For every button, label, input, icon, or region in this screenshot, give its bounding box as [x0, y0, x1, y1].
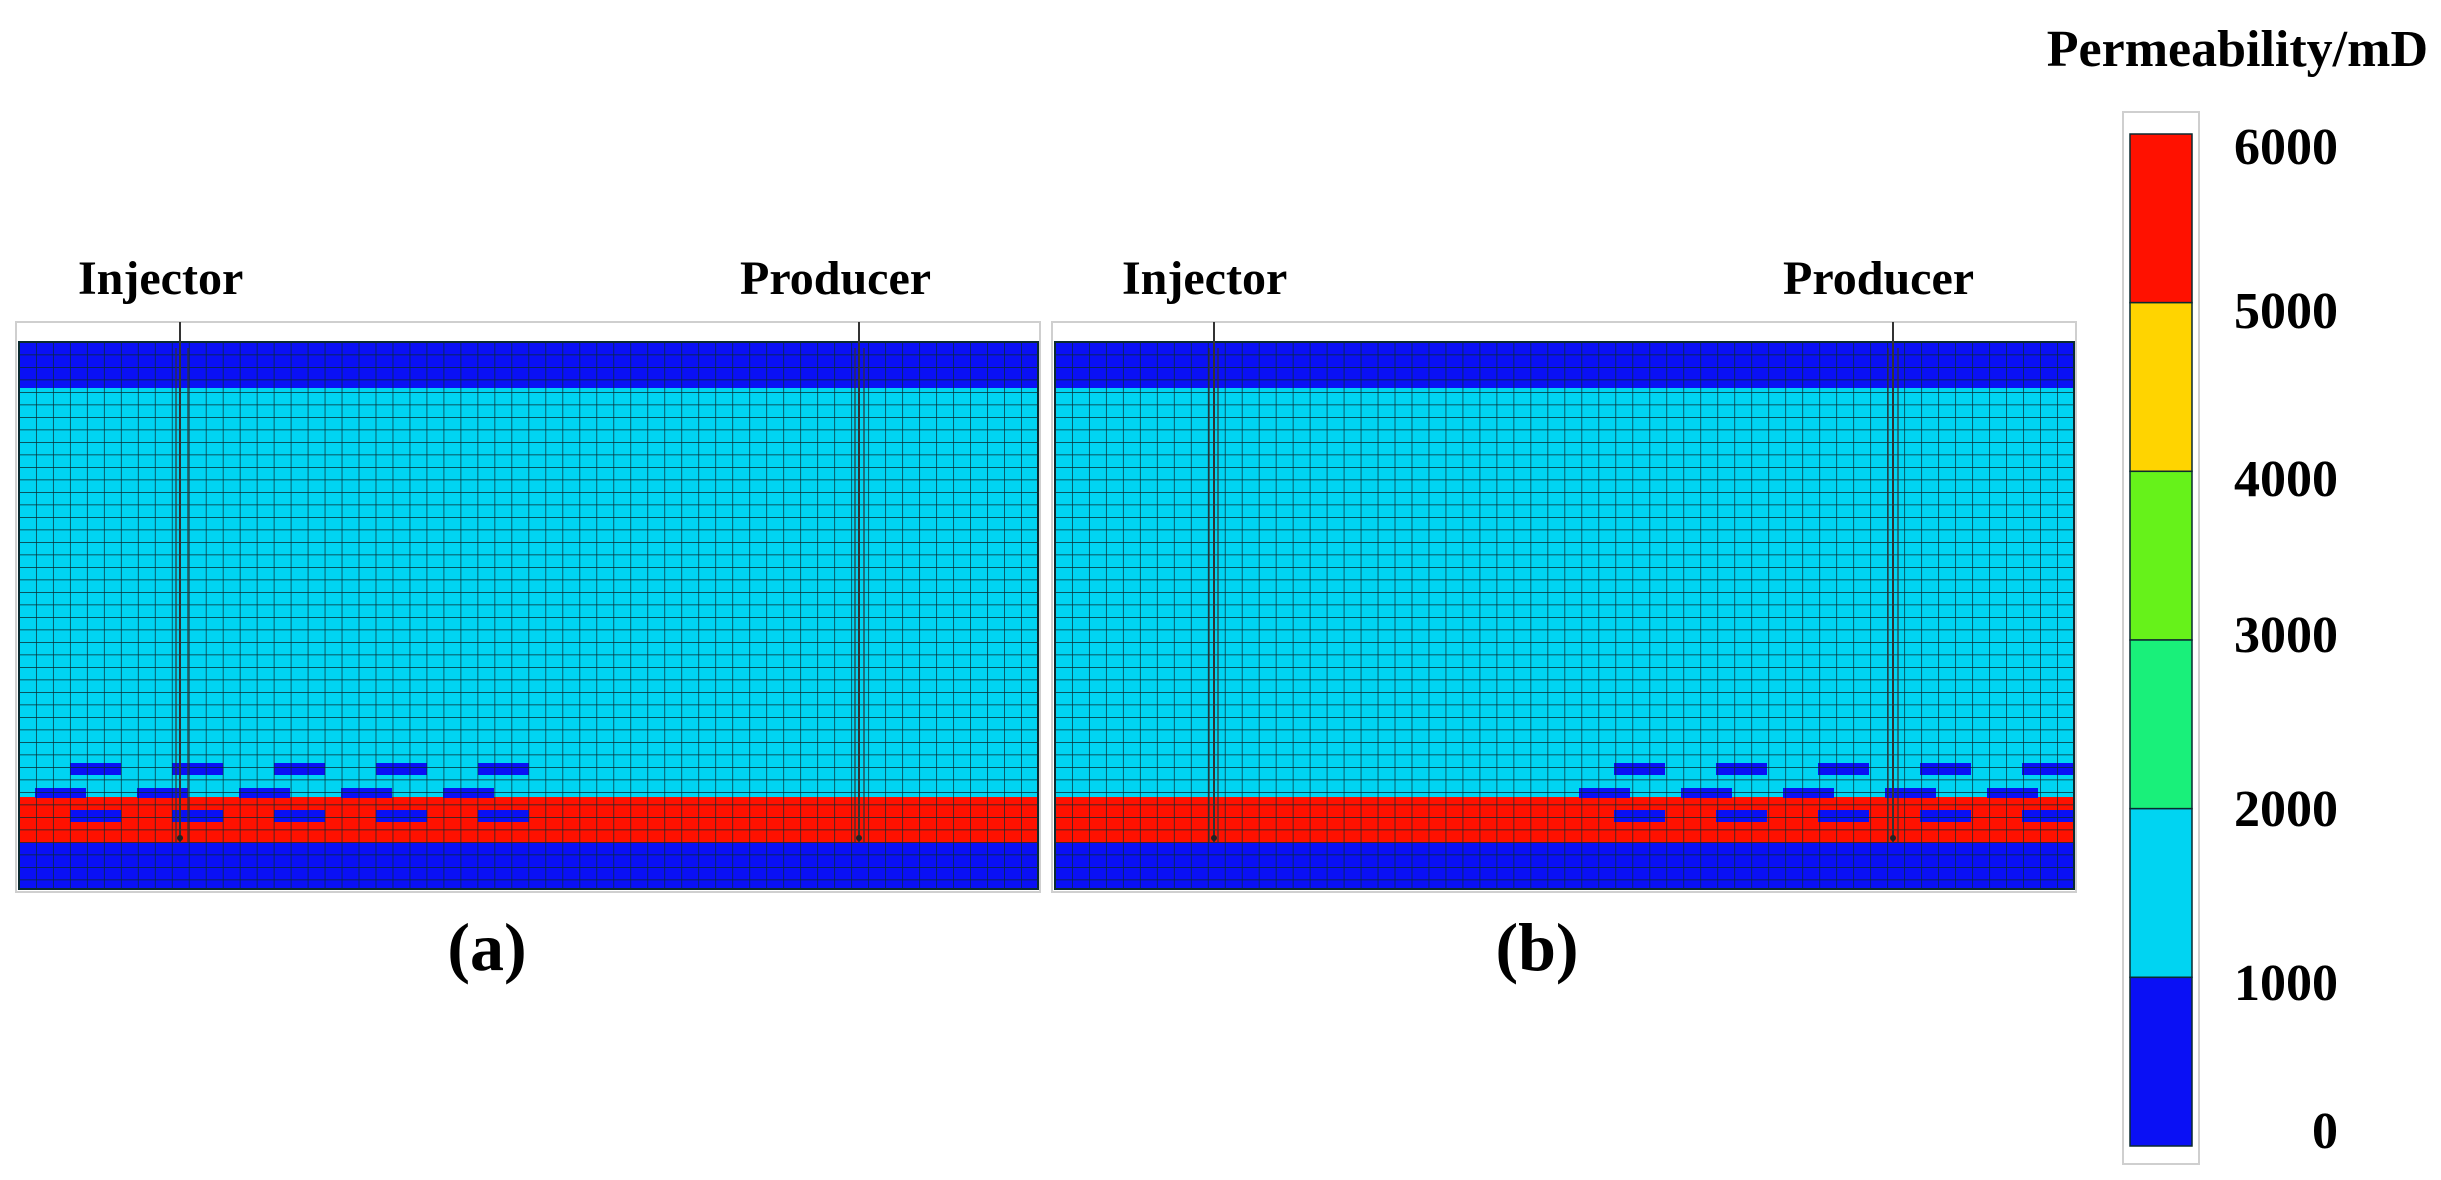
panel-a-frame [15, 321, 1041, 893]
panel-a-producer-well [854, 322, 865, 842]
panel-b-border [1054, 341, 2075, 890]
panel-a: Injector Producer (a) [15, 252, 1041, 985]
panel-b-injector-well [1208, 322, 1219, 842]
panel-a-caption: (a) [447, 909, 526, 985]
colorbar-swatch [2129, 639, 2193, 810]
panel-b-producer-well [1887, 322, 1899, 842]
panel-b: Injector Producer (b) [1051, 252, 2077, 985]
colorbar-tick-label: 4000 [2234, 451, 2338, 508]
colorbar-tick-label: 2000 [2234, 781, 2338, 838]
colorbar-frame [2122, 111, 2200, 1165]
colorbar-swatches [2129, 133, 2193, 1147]
panel-b-frame [1051, 321, 2077, 893]
panel-a-injector-well [175, 322, 189, 842]
colorbar-swatch [2129, 976, 2193, 1147]
colorbar-swatch [2129, 133, 2193, 304]
panel-b-gridlines [1055, 342, 2074, 889]
panel-b-producer-label: Producer [1783, 252, 1974, 305]
colorbar-tick-label: 6000 [2234, 119, 2338, 176]
panel-a-border [18, 341, 1039, 890]
colorbar-swatch [2129, 470, 2193, 641]
colorbar-title: Permeability/mD [2047, 21, 2428, 78]
colorbar-swatch [2129, 301, 2193, 473]
permeability-colorbar: Permeability/mD 6000 5000 4000 3000 2000 1000… [2047, 21, 2428, 1165]
colorbar-swatch [2129, 807, 2193, 979]
colorbar-tick-label: 1000 [2234, 955, 2338, 1012]
colorbar-ticks: 6000 5000 4000 3000 2000 1000 0 [2234, 119, 2338, 1160]
panel-a-injector-label: Injector [78, 252, 243, 305]
panel-a-producer-label: Producer [740, 252, 931, 305]
colorbar-tick-label: 3000 [2234, 607, 2338, 664]
colorbar-tick-label: 0 [2312, 1103, 2338, 1160]
panel-b-injector-label: Injector [1122, 252, 1287, 305]
panel-a-gridlines [19, 342, 1038, 889]
colorbar-tick-label: 5000 [2234, 283, 2338, 340]
panel-b-caption: (b) [1495, 909, 1578, 985]
